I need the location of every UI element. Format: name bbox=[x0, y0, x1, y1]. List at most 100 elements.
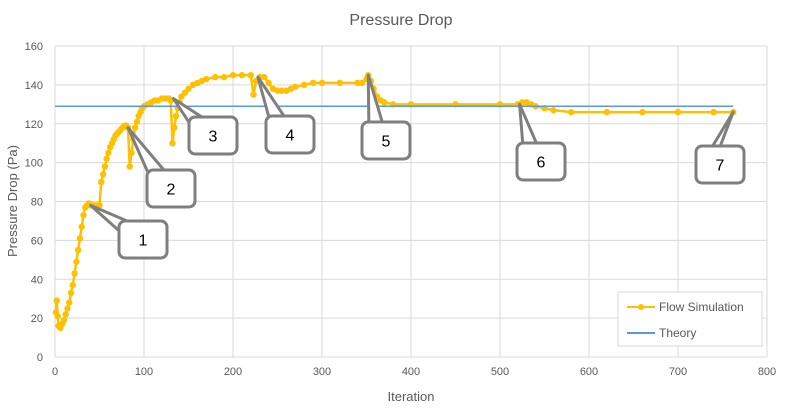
callout-label: 2 bbox=[167, 182, 176, 199]
data-point bbox=[550, 106, 557, 114]
y-tick-label: 40 bbox=[31, 274, 43, 286]
y-tick-label: 160 bbox=[25, 41, 43, 53]
y-tick-label: 120 bbox=[25, 119, 43, 131]
y-tick-label: 80 bbox=[31, 197, 43, 209]
callout-5: 5 bbox=[360, 73, 412, 161]
x-tick-label: 100 bbox=[135, 366, 153, 378]
data-point bbox=[639, 108, 646, 116]
x-tick-label: 500 bbox=[491, 366, 509, 378]
data-point bbox=[64, 305, 71, 312]
data-point bbox=[238, 71, 246, 79]
data-point bbox=[318, 79, 326, 87]
data-point bbox=[101, 163, 109, 170]
x-axis-title: Iteration bbox=[388, 389, 435, 404]
data-point bbox=[265, 79, 272, 87]
data-point bbox=[169, 139, 176, 147]
data-point bbox=[80, 211, 87, 219]
callout-box bbox=[187, 115, 239, 156]
data-point bbox=[66, 299, 73, 306]
data-point bbox=[710, 108, 717, 116]
data-point bbox=[603, 108, 610, 116]
callout-box bbox=[145, 168, 197, 209]
legend-theory-label: Theory bbox=[659, 326, 696, 340]
data-point bbox=[131, 124, 139, 131]
data-point bbox=[358, 79, 366, 87]
data-point bbox=[185, 85, 192, 92]
data-point bbox=[336, 79, 343, 87]
data-point bbox=[76, 235, 84, 242]
x-tick-label: 700 bbox=[669, 366, 687, 378]
data-point bbox=[229, 71, 237, 79]
callout-box bbox=[694, 144, 746, 185]
callout-2: 2 bbox=[126, 126, 197, 209]
data-point bbox=[171, 124, 178, 131]
chart-title: Pressure Drop bbox=[349, 12, 452, 29]
data-point bbox=[381, 99, 388, 106]
y-tick-label: 20 bbox=[31, 313, 43, 325]
callout-1: 1 bbox=[89, 203, 169, 260]
data-point bbox=[133, 118, 141, 126]
callout-6: 6 bbox=[515, 102, 567, 182]
data-point bbox=[69, 281, 77, 289]
series-layer bbox=[52, 71, 737, 332]
data-point bbox=[67, 289, 75, 297]
data-point bbox=[301, 81, 308, 89]
callout-3: 3 bbox=[171, 96, 239, 156]
x-tick-label: 400 bbox=[402, 366, 420, 378]
callout-label: 4 bbox=[286, 128, 295, 145]
gridlines bbox=[54, 45, 768, 358]
series-flow-simulation bbox=[52, 71, 737, 332]
data-point bbox=[53, 297, 60, 304]
data-point bbox=[105, 149, 112, 157]
legend: Flow Simulation Theory bbox=[617, 291, 763, 347]
callout-label: 1 bbox=[139, 233, 148, 250]
data-point bbox=[568, 108, 575, 116]
callout-label: 3 bbox=[209, 129, 218, 146]
callouts: 1 2 3 4 5 6 7 bbox=[89, 73, 746, 260]
data-point bbox=[74, 246, 82, 254]
callout-label: 6 bbox=[537, 155, 546, 172]
callout-7: 7 bbox=[694, 110, 746, 185]
x-tick-label: 800 bbox=[758, 366, 776, 378]
x-tick-label: 0 bbox=[52, 366, 58, 378]
legend-flow-label: Flow Simulation bbox=[659, 300, 744, 314]
x-tick-label: 600 bbox=[580, 366, 598, 378]
callout-label: 7 bbox=[716, 158, 725, 175]
data-point bbox=[62, 311, 69, 318]
y-tick-label: 0 bbox=[37, 352, 43, 364]
data-point bbox=[73, 258, 80, 265]
data-point bbox=[98, 178, 105, 186]
callout-label: 5 bbox=[382, 134, 391, 151]
data-point bbox=[674, 108, 682, 116]
data-point bbox=[128, 149, 135, 157]
x-tick-label: 300 bbox=[313, 366, 331, 378]
data-point bbox=[99, 171, 107, 178]
data-point bbox=[212, 73, 219, 81]
legend-flow-marker bbox=[638, 304, 644, 310]
data-point bbox=[103, 155, 110, 162]
y-tick-label: 140 bbox=[25, 80, 43, 92]
data-point bbox=[250, 91, 257, 98]
data-point bbox=[274, 87, 281, 94]
data-point bbox=[278, 87, 286, 94]
y-axis-title: Pressure Drop (Pa) bbox=[5, 145, 20, 257]
callout-box bbox=[117, 219, 169, 260]
data-point bbox=[78, 223, 85, 230]
callout-box bbox=[515, 141, 567, 182]
callout-4: 4 bbox=[256, 75, 316, 155]
data-point bbox=[309, 79, 317, 87]
data-point bbox=[203, 75, 210, 83]
data-point bbox=[60, 316, 68, 324]
callout-box bbox=[360, 120, 412, 161]
data-point bbox=[126, 163, 133, 170]
x-tick-label: 200 bbox=[224, 366, 242, 378]
data-point bbox=[354, 79, 361, 87]
y-tick-label: 60 bbox=[31, 235, 43, 247]
y-tick-label: 100 bbox=[25, 158, 43, 170]
data-point bbox=[247, 71, 254, 79]
data-point bbox=[292, 83, 299, 91]
data-point bbox=[71, 270, 78, 277]
callout-box bbox=[264, 114, 316, 155]
data-point bbox=[260, 73, 268, 81]
